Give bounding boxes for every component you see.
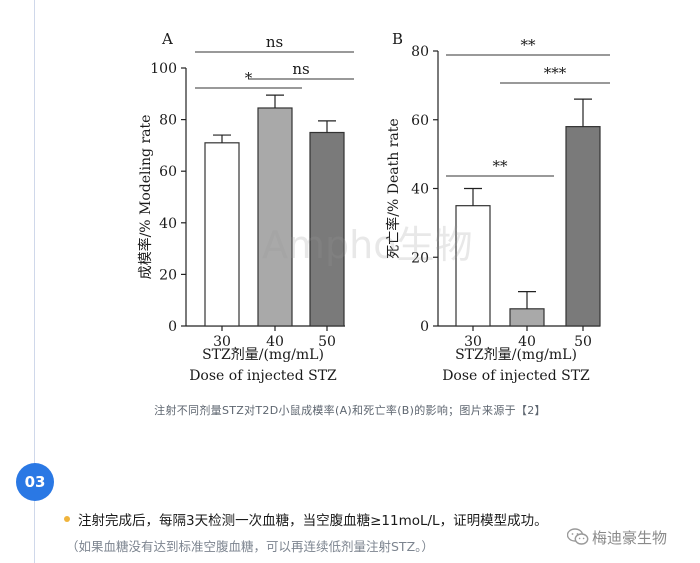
step-text: 注射完成后，每隔3天检测一次血糖，当空腹血糖≥11moL/L，证明模型成功。 [78,513,548,529]
x-axis-label: STZ剂量/(mg/mL) [202,347,324,363]
x-tick-label: 40 [266,334,284,350]
significance-label: ** [521,36,537,54]
significance-label: ns [292,60,309,78]
bullet-dot [64,516,70,522]
y-tick-label: 40 [159,216,177,232]
bar [257,107,293,327]
significance-label: ns [266,33,283,51]
step-badge: 03 [16,463,54,501]
bar [204,142,240,327]
y-tick-label: 0 [168,319,177,335]
y-axis-label: 死亡率/% Death rate [385,118,402,258]
x-tick-label: 30 [464,334,482,350]
bar [565,126,601,327]
significance-label: ** [493,157,509,175]
timeline-line [34,0,35,563]
wechat-icon [567,528,589,545]
x-tick-label: 50 [574,334,592,350]
x-tick-label: 50 [318,334,336,350]
y-tick-label: 60 [411,113,429,129]
step-note: （如果血糖没有达到标准空腹血糖，可以再连续低剂量注射STZ。） [66,539,434,554]
y-axis-label: 成模率/% Modeling rate [137,115,154,280]
significance-label: * [245,69,253,87]
x-axis-label: STZ剂量/(mg/mL) [455,347,577,363]
panel-label: B [392,30,403,48]
x-tick-label: 30 [213,334,231,350]
figure: A 0 20 40 60 80 100 30 40 50 * ns ns 成模率/% Modeling r… [137,30,610,384]
y-tick-label: 40 [411,182,429,198]
figure-caption: 注射不同剂量STZ对T2D小鼠成模率(A)和死亡率(B)的影响；图片来源于【2】 [154,404,546,417]
center-watermark: Ampho生物 [262,223,473,267]
x-tick-label: 40 [518,334,536,350]
y-tick-label: 20 [159,267,177,283]
y-tick-label: 60 [159,164,177,180]
y-tick-label: 100 [150,61,177,77]
significance-label: *** [544,64,567,82]
x-axis-label-english: Dose of injected STZ [442,368,590,384]
watermark-text: 梅迪豪生物 [592,529,668,547]
bar [509,308,545,327]
y-tick-label: 80 [411,44,429,60]
x-axis-label-english: Dose of injected STZ [189,368,337,384]
y-tick-label: 20 [411,250,429,266]
panel-label: A [161,30,173,48]
y-tick-label: 0 [420,319,429,335]
y-tick-label: 80 [159,113,177,129]
